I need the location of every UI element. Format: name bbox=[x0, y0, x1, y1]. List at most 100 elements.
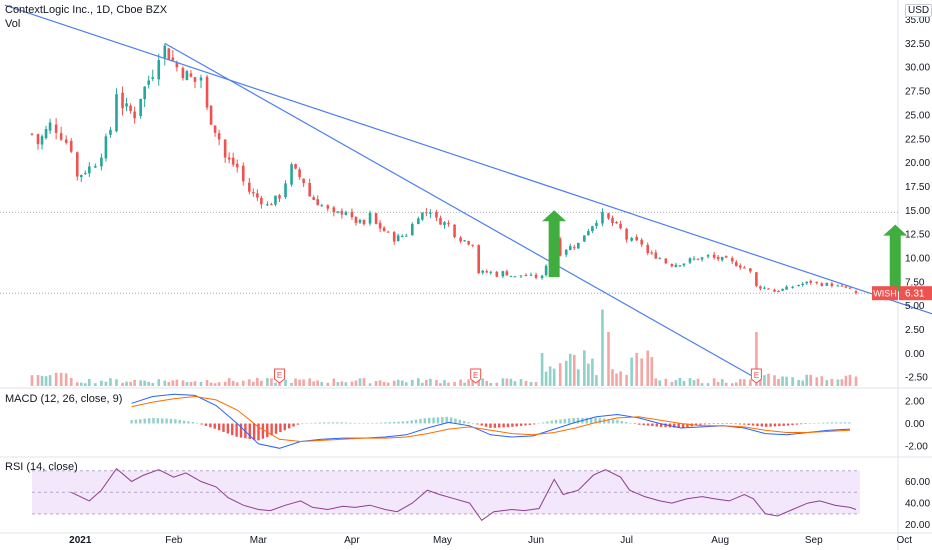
candle-body bbox=[340, 210, 344, 215]
candle-body bbox=[129, 105, 132, 112]
candle-body bbox=[151, 77, 155, 79]
candle-body bbox=[830, 283, 834, 287]
macd-histogram-bar bbox=[432, 417, 435, 424]
macd-histogram-bar bbox=[756, 423, 759, 427]
macd-histogram-bar bbox=[270, 423, 273, 436]
macd-histogram-bar bbox=[384, 422, 387, 424]
volume-bar bbox=[781, 376, 784, 386]
volume-bar bbox=[501, 378, 505, 386]
volume-bar bbox=[270, 378, 273, 386]
price-axis[interactable]: 35.00 32.50 30.00 27.50 25.00 22.50 20.00 17.50… bbox=[905, 15, 930, 531]
volume-bar bbox=[678, 377, 682, 386]
macd-histogram-bar bbox=[738, 423, 742, 425]
volume-bar bbox=[640, 358, 643, 386]
macd-histogram-bar bbox=[598, 418, 602, 424]
candle-body bbox=[534, 274, 538, 278]
macd-tick-label: -2.00 bbox=[905, 442, 928, 453]
volume-bar bbox=[298, 379, 301, 386]
macd-histogram-bar bbox=[375, 422, 378, 424]
x-tick-label: Feb bbox=[165, 535, 183, 546]
macd-histogram-bar bbox=[585, 417, 588, 424]
macd-histogram-bar bbox=[419, 418, 422, 424]
volume-bar bbox=[374, 381, 378, 386]
macd-histogram-bar bbox=[467, 422, 470, 424]
volume-bar bbox=[749, 379, 752, 386]
candle-body bbox=[706, 255, 710, 257]
candle-body bbox=[467, 241, 470, 245]
candle-body bbox=[382, 227, 386, 232]
volume-bar bbox=[658, 380, 662, 386]
volume-bar bbox=[248, 379, 251, 386]
volume-bar bbox=[392, 380, 396, 386]
macd-histogram-bar bbox=[279, 423, 282, 433]
macd-histogram-bar bbox=[200, 423, 203, 425]
macd-histogram-bar bbox=[576, 417, 580, 424]
volume-bar bbox=[133, 379, 136, 386]
volume-bar bbox=[378, 380, 382, 386]
macd-histogram-bar bbox=[406, 421, 409, 424]
macd-histogram-bar bbox=[428, 417, 431, 424]
candle-body bbox=[213, 125, 217, 133]
volume-bar bbox=[785, 376, 788, 386]
candle-body bbox=[48, 122, 52, 131]
macd-histogram-bar bbox=[441, 417, 444, 424]
macd-histogram-bar bbox=[743, 423, 746, 425]
volume-bar bbox=[712, 378, 716, 386]
candle-body bbox=[836, 285, 840, 287]
volume-bar bbox=[157, 379, 161, 386]
volume-bar bbox=[591, 358, 594, 386]
currency-badge[interactable]: USD bbox=[905, 4, 932, 17]
macd-histogram-bar bbox=[607, 419, 610, 424]
macd-histogram-bar bbox=[721, 423, 724, 424]
macd-histogram-bar bbox=[629, 422, 632, 424]
volume-bar bbox=[692, 380, 696, 386]
candle-body bbox=[84, 172, 87, 174]
candle-body bbox=[615, 221, 618, 224]
macd-histogram-bar bbox=[808, 423, 812, 424]
price-tick-label: 32.50 bbox=[905, 39, 930, 50]
macd-histogram-bar bbox=[747, 423, 750, 426]
macd-histogram-bar bbox=[708, 423, 711, 425]
volume-bar bbox=[143, 380, 146, 386]
trendlines[interactable] bbox=[4, 4, 932, 381]
candle-body bbox=[601, 211, 604, 224]
volume-bar bbox=[290, 382, 293, 386]
price-tick-label: 2.50 bbox=[905, 325, 925, 336]
candle-body bbox=[777, 290, 780, 292]
candle-body bbox=[64, 139, 68, 143]
volume-bar bbox=[332, 378, 336, 386]
volume-bar bbox=[777, 379, 780, 386]
time-axis[interactable]: 2021 Feb Mar Apr May Jun Jul Aug Sep Oct bbox=[69, 535, 912, 546]
candle-body bbox=[773, 289, 776, 292]
volume-bar bbox=[738, 379, 742, 386]
up-arrows[interactable] bbox=[542, 210, 908, 292]
volume-bar bbox=[104, 381, 108, 386]
volume-bar bbox=[260, 380, 263, 386]
volume-bar bbox=[171, 380, 175, 386]
volume-bar bbox=[129, 381, 132, 386]
volume-bar bbox=[477, 378, 481, 386]
volume-bar bbox=[544, 371, 548, 386]
volume-bar bbox=[88, 379, 91, 386]
volume-bar bbox=[125, 381, 128, 386]
volume-bar bbox=[534, 382, 538, 386]
candle-body bbox=[421, 212, 424, 220]
volume-bar bbox=[830, 378, 834, 386]
volume-label: Vol bbox=[5, 18, 21, 30]
volume-bar bbox=[340, 381, 344, 386]
volume-bar bbox=[630, 357, 633, 386]
volume-bar bbox=[743, 379, 746, 386]
volume-bar bbox=[513, 381, 517, 386]
volume-bar bbox=[809, 374, 813, 386]
macd-histogram-bar bbox=[694, 423, 698, 426]
macd-histogram-bar bbox=[388, 422, 392, 424]
volume-bar bbox=[815, 377, 819, 386]
macd-histogram-bar bbox=[301, 423, 304, 424]
volume-bar bbox=[121, 382, 124, 386]
volume-bar bbox=[312, 381, 315, 386]
candle-body bbox=[217, 133, 221, 140]
candle-body bbox=[316, 199, 320, 206]
volume-bar bbox=[688, 378, 692, 386]
